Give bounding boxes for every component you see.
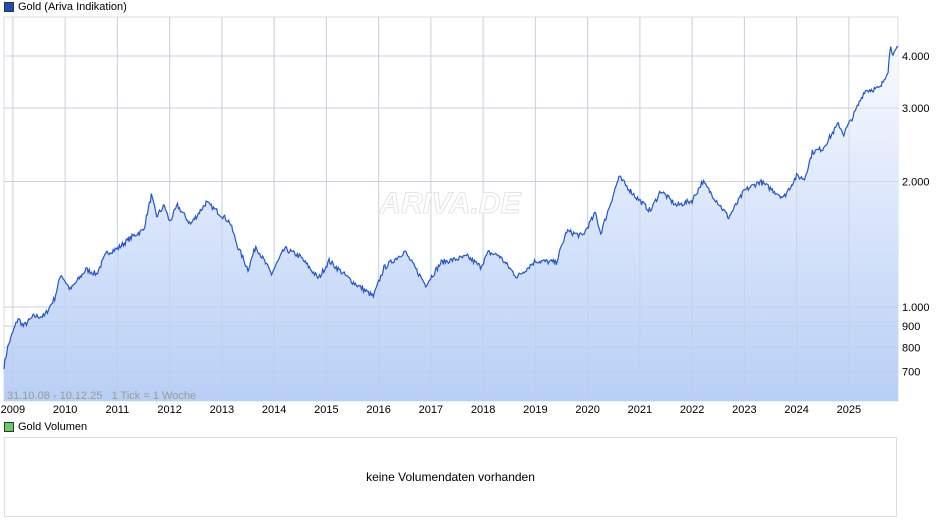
x-tick-label: 2022 <box>680 404 704 416</box>
volume-panel: keine Volumendaten vorhanden <box>4 437 897 517</box>
x-tick-label: 2013 <box>210 404 234 416</box>
x-tick-label: 2015 <box>314 404 338 416</box>
x-tick-label: 2017 <box>419 404 443 416</box>
volume-message: keine Volumendaten vorhanden <box>366 470 535 484</box>
x-tick-label: 2023 <box>732 404 756 416</box>
x-tick-label: 2025 <box>837 404 861 416</box>
volume-legend: Gold Volumen <box>4 421 87 433</box>
y-tick-label: 700 <box>902 367 920 379</box>
x-tick-label: 2018 <box>471 404 495 416</box>
x-tick-label: 2024 <box>784 404 808 416</box>
price-chart: ARIVA.DE 31.10.08 - 10.12.25 1 Tick = 1 … <box>1 16 930 416</box>
x-tick-label: 2009 <box>1 404 25 416</box>
watermark-logo: ARIVA.DE <box>378 187 521 220</box>
x-tick-label: 2012 <box>157 404 181 416</box>
x-tick-label: 2020 <box>575 404 599 416</box>
price-area <box>4 46 898 401</box>
y-tick-label: 900 <box>902 321 920 333</box>
volume-legend-swatch <box>4 422 14 432</box>
x-tick-label: 2014 <box>262 404 286 416</box>
period-note: 31.10.08 - 10.12.25 1 Tick = 1 Woche <box>7 390 196 402</box>
x-tick-label: 2010 <box>53 404 77 416</box>
y-tick-label: 4.000 <box>902 51 930 63</box>
x-tick-label: 2016 <box>366 404 390 416</box>
y-tick-label: 3.000 <box>902 103 930 115</box>
price-line <box>3 45 899 370</box>
y-tick-label: 1.000 <box>902 302 930 314</box>
x-tick-label: 2019 <box>523 404 547 416</box>
price-legend-label: Gold (Ariva Indikation) <box>18 1 127 13</box>
y-tick-label: 800 <box>902 342 920 354</box>
price-legend-swatch <box>4 2 14 12</box>
volume-legend-label: Gold Volumen <box>18 421 88 433</box>
y-tick-label: 2.000 <box>902 176 930 188</box>
x-tick-label: 2021 <box>628 404 652 416</box>
price-legend: Gold (Ariva Indikation) <box>4 1 127 13</box>
x-tick-label: 2011 <box>106 404 130 416</box>
